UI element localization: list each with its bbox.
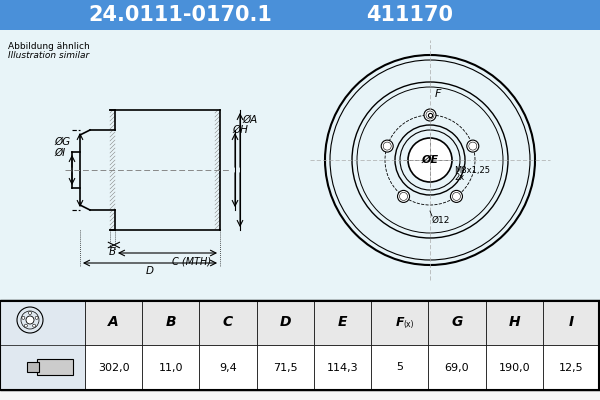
FancyBboxPatch shape <box>142 300 199 345</box>
FancyBboxPatch shape <box>0 300 600 400</box>
FancyBboxPatch shape <box>0 0 600 30</box>
Text: F: F <box>435 89 442 99</box>
Text: M8x1,25: M8x1,25 <box>454 166 490 174</box>
FancyBboxPatch shape <box>371 300 428 345</box>
Text: ØG: ØG <box>54 137 70 147</box>
FancyBboxPatch shape <box>0 300 85 390</box>
Text: E: E <box>338 316 347 330</box>
Text: 302,0: 302,0 <box>98 362 130 372</box>
Text: A: A <box>108 316 119 330</box>
FancyBboxPatch shape <box>85 300 142 345</box>
Circle shape <box>25 324 28 327</box>
FancyBboxPatch shape <box>314 345 371 390</box>
Text: 9,4: 9,4 <box>219 362 237 372</box>
Text: D: D <box>280 316 291 330</box>
Text: B: B <box>166 316 176 330</box>
Circle shape <box>381 140 393 152</box>
FancyBboxPatch shape <box>428 300 485 345</box>
FancyBboxPatch shape <box>0 300 600 390</box>
Circle shape <box>467 140 479 152</box>
FancyBboxPatch shape <box>428 345 485 390</box>
Text: G: G <box>451 316 463 330</box>
FancyBboxPatch shape <box>257 300 314 345</box>
Text: 69,0: 69,0 <box>445 362 469 372</box>
Circle shape <box>408 138 452 182</box>
Circle shape <box>424 109 436 121</box>
FancyBboxPatch shape <box>142 345 199 390</box>
Circle shape <box>26 316 34 324</box>
FancyBboxPatch shape <box>85 345 142 390</box>
FancyBboxPatch shape <box>485 345 543 390</box>
Text: 71,5: 71,5 <box>273 362 298 372</box>
FancyBboxPatch shape <box>543 300 600 345</box>
Text: 114,3: 114,3 <box>326 362 358 372</box>
Text: Illustration similar: Illustration similar <box>8 51 89 60</box>
Circle shape <box>35 316 38 319</box>
Text: H: H <box>508 316 520 330</box>
FancyBboxPatch shape <box>199 300 257 345</box>
Text: 190,0: 190,0 <box>499 362 530 372</box>
Text: Ø12: Ø12 <box>432 216 451 225</box>
Text: Abbildung ähnlich: Abbildung ähnlich <box>8 42 90 51</box>
FancyBboxPatch shape <box>371 345 428 390</box>
FancyBboxPatch shape <box>543 345 600 390</box>
Text: ØA: ØA <box>242 115 257 125</box>
FancyBboxPatch shape <box>257 345 314 390</box>
Text: ØE: ØE <box>421 155 439 165</box>
Text: C: C <box>223 316 233 330</box>
Circle shape <box>398 190 410 202</box>
Text: F: F <box>395 316 404 329</box>
Text: C (MTH): C (MTH) <box>173 256 212 266</box>
FancyBboxPatch shape <box>37 359 73 375</box>
Text: (x): (x) <box>404 320 414 329</box>
Text: 12,5: 12,5 <box>559 362 584 372</box>
FancyBboxPatch shape <box>27 362 39 372</box>
Text: 2x: 2x <box>454 174 464 182</box>
Circle shape <box>451 190 463 202</box>
Text: B: B <box>109 247 116 257</box>
Text: 411170: 411170 <box>367 5 454 25</box>
Text: ØH: ØH <box>232 125 248 135</box>
Text: D: D <box>146 266 154 276</box>
Circle shape <box>22 316 25 319</box>
Text: 24.0111-0170.1: 24.0111-0170.1 <box>88 5 272 25</box>
Circle shape <box>29 312 32 314</box>
FancyBboxPatch shape <box>199 345 257 390</box>
Circle shape <box>32 324 35 327</box>
Text: 5: 5 <box>396 362 403 372</box>
FancyBboxPatch shape <box>485 300 543 345</box>
FancyBboxPatch shape <box>314 300 371 345</box>
FancyBboxPatch shape <box>0 30 600 300</box>
Text: ØI: ØI <box>55 148 65 158</box>
Text: 11,0: 11,0 <box>158 362 183 372</box>
Text: I: I <box>569 316 574 330</box>
